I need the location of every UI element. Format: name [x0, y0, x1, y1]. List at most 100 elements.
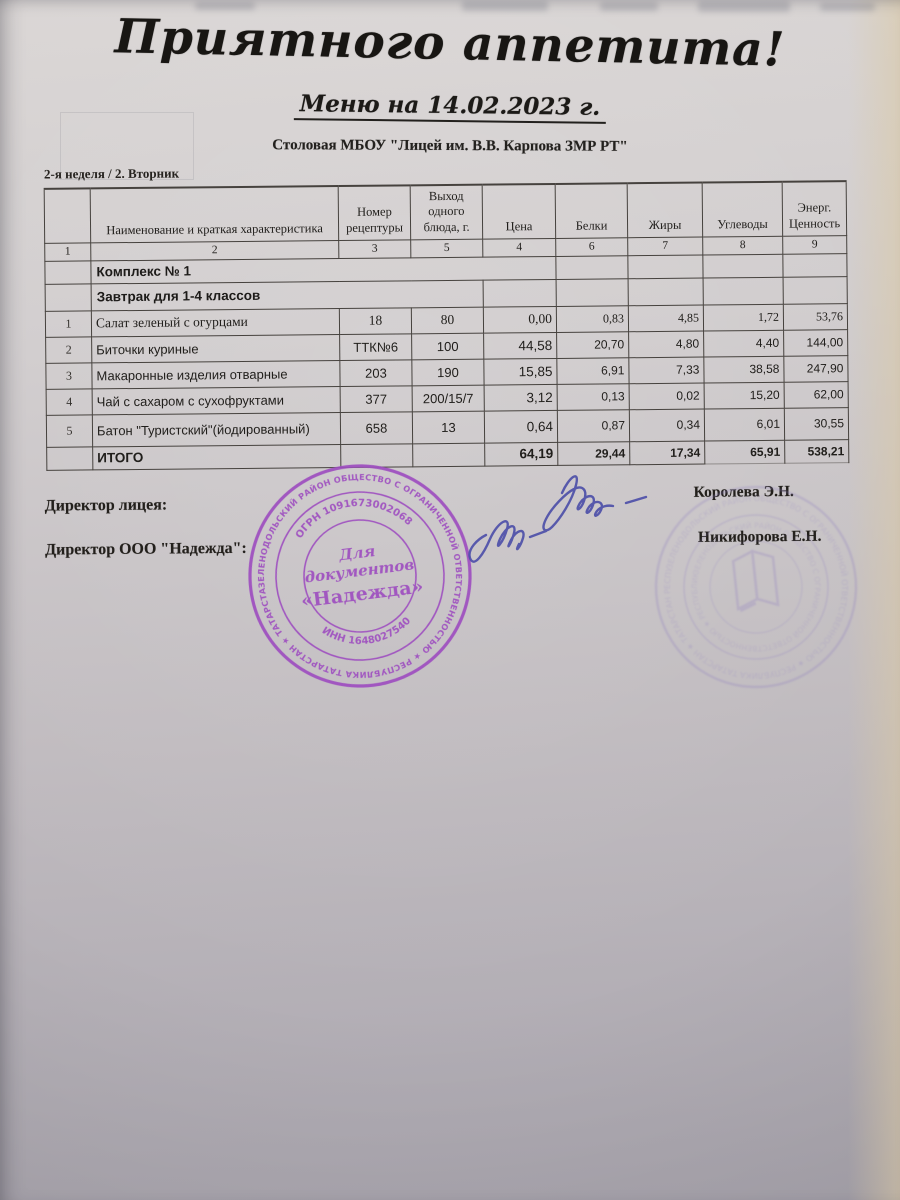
column-number: 4	[482, 237, 556, 257]
recipe-number: 18	[339, 307, 412, 335]
signature-nikiforova-dash	[528, 529, 548, 539]
cell-empty	[45, 283, 92, 311]
row-number: 5	[46, 414, 93, 447]
section-label: Завтрак для 1-4 классов	[91, 279, 484, 311]
carbs-value: 38,58	[703, 355, 785, 383]
column-number: 2	[90, 240, 339, 261]
recipe-number: 203	[339, 359, 413, 387]
column-number: 1	[44, 242, 91, 261]
faint-school-stamp: ЗЕЛЕНОДОЛЬСКИЙ РАЙОН ОБЩЕСТВО С ОГРАНИЧЕ…	[630, 461, 871, 697]
header-cell-name: Наименование и краткая характеристика	[90, 186, 339, 243]
fat-value: 0,02	[629, 382, 705, 410]
energy-value: 247,90	[783, 355, 849, 382]
dish-name: Биточки куриные	[91, 334, 340, 363]
total-label: ИТОГО	[92, 444, 341, 470]
header-cell-recipe: Номер рецептуры	[338, 185, 411, 241]
print-through-smudge	[600, 2, 658, 11]
price-value: 15,85	[483, 357, 558, 385]
svg-text:ИНН 1648027540: ИНН 1648027540	[319, 615, 415, 653]
recipe-number: 658	[340, 411, 413, 445]
column-number: 9	[782, 235, 847, 254]
protein-value: 0,83	[556, 305, 629, 332]
dish-name: Салат зеленый с огурцами	[91, 308, 340, 337]
cell-empty	[703, 276, 784, 305]
header-cell-protein: Белки	[555, 183, 628, 238]
energy-value: 53,76	[783, 303, 848, 330]
protein-value: 20,70	[556, 331, 629, 358]
fat-value: 0,34	[629, 408, 705, 442]
protein-value: 6,91	[556, 357, 630, 384]
cell-empty	[556, 278, 629, 306]
signature-koroleva	[542, 475, 615, 532]
stamp-center-line1: Для	[337, 542, 376, 564]
total-energy: 538,21	[784, 439, 849, 463]
cell-empty	[44, 260, 92, 284]
portion-weight: 200/15/7	[412, 384, 485, 412]
print-through-smudge	[698, 1, 790, 12]
signature-koroleva-dash	[624, 495, 648, 505]
cell-empty	[46, 446, 93, 470]
dish-name: Батон "Туристский"(йодированный)	[92, 412, 341, 447]
print-through-smudge	[820, 3, 875, 11]
column-number: 6	[555, 237, 628, 256]
portion-weight: 190	[411, 358, 485, 386]
signature-nikiforova	[468, 520, 525, 563]
price-value: 0,64	[484, 409, 558, 443]
recipe-number: 377	[340, 385, 413, 413]
header-cell-fat: Жиры	[627, 182, 703, 238]
fat-value: 7,33	[628, 356, 705, 384]
fat-value: 4,80	[628, 330, 704, 358]
fat-value: 4,85	[628, 304, 704, 332]
column-number: 7	[627, 236, 703, 256]
carbs-value: 15,20	[704, 381, 785, 409]
header-cell-carbs: Углеводы	[702, 181, 783, 237]
print-through-smudge	[195, 2, 255, 10]
header-cell-portion: Выход одного блюда, г.	[410, 184, 483, 240]
handwritten-signatures	[468, 475, 648, 563]
price-value: 0,00	[483, 305, 557, 333]
energy-value: 62,00	[784, 381, 849, 408]
recipe-number: ТТК№6	[339, 333, 412, 361]
table-header-row: Наименование и краткая характеристика Но…	[44, 181, 847, 243]
dish-name: Макаронные изделия отварные	[91, 360, 341, 389]
energy-value: 30,55	[784, 407, 849, 440]
cell-empty	[483, 278, 557, 307]
column-number: 3	[338, 239, 411, 259]
lyceum-director-label: Директор лицея:	[44, 496, 168, 515]
row-number: 2	[45, 336, 92, 363]
portion-weight: 80	[411, 306, 484, 334]
carbs-value: 4,40	[703, 329, 784, 357]
row-number: 4	[46, 388, 93, 415]
total-carbs: 65,91	[704, 439, 785, 464]
energy-value: 144,00	[783, 329, 848, 356]
week-day-label: 2-я неделя / 2. Вторник	[43, 165, 180, 182]
portion-weight: 100	[411, 332, 484, 360]
menu-table: Наименование и краткая характеристика Но…	[44, 180, 850, 470]
header-cell-empty	[44, 188, 91, 243]
menu-date-text: Меню на 14.02.2023 г.	[293, 90, 607, 124]
row-number: 1	[45, 310, 92, 337]
company-director-label: Директор ООО "Надежда":	[44, 539, 247, 559]
header-cell-price: Цена	[482, 183, 556, 239]
cell-empty	[555, 255, 629, 279]
cell-empty	[783, 276, 848, 304]
nadezhda-round-stamp: ЗЕЛЕНОДОЛЬСКИЙ РАЙОН ОБЩЕСТВО С ОГРАНИЧЕ…	[233, 449, 476, 694]
price-value: 44,58	[483, 331, 557, 359]
carbs-value: 1,72	[703, 303, 784, 331]
column-number: 8	[702, 235, 783, 255]
dish-name: Чай с сахаром с сухофруктами	[92, 386, 341, 415]
cell-empty	[702, 253, 784, 278]
stamp-inn-text: ИНН 1648027540	[319, 615, 415, 653]
column-number: 5	[410, 238, 483, 258]
cell-empty	[628, 277, 704, 306]
header-cell-energy: Энерг. Ценность	[782, 181, 847, 236]
protein-value: 0,87	[557, 409, 630, 442]
faint-stamp-book-emblem	[731, 549, 780, 613]
print-through-rectangle	[60, 112, 194, 180]
price-value: 3,12	[484, 383, 558, 411]
page-title: Приятного аппетита!	[114, 9, 786, 78]
carbs-value: 6,01	[704, 407, 785, 441]
cell-empty	[627, 254, 704, 279]
protein-value: 0,13	[557, 383, 630, 410]
